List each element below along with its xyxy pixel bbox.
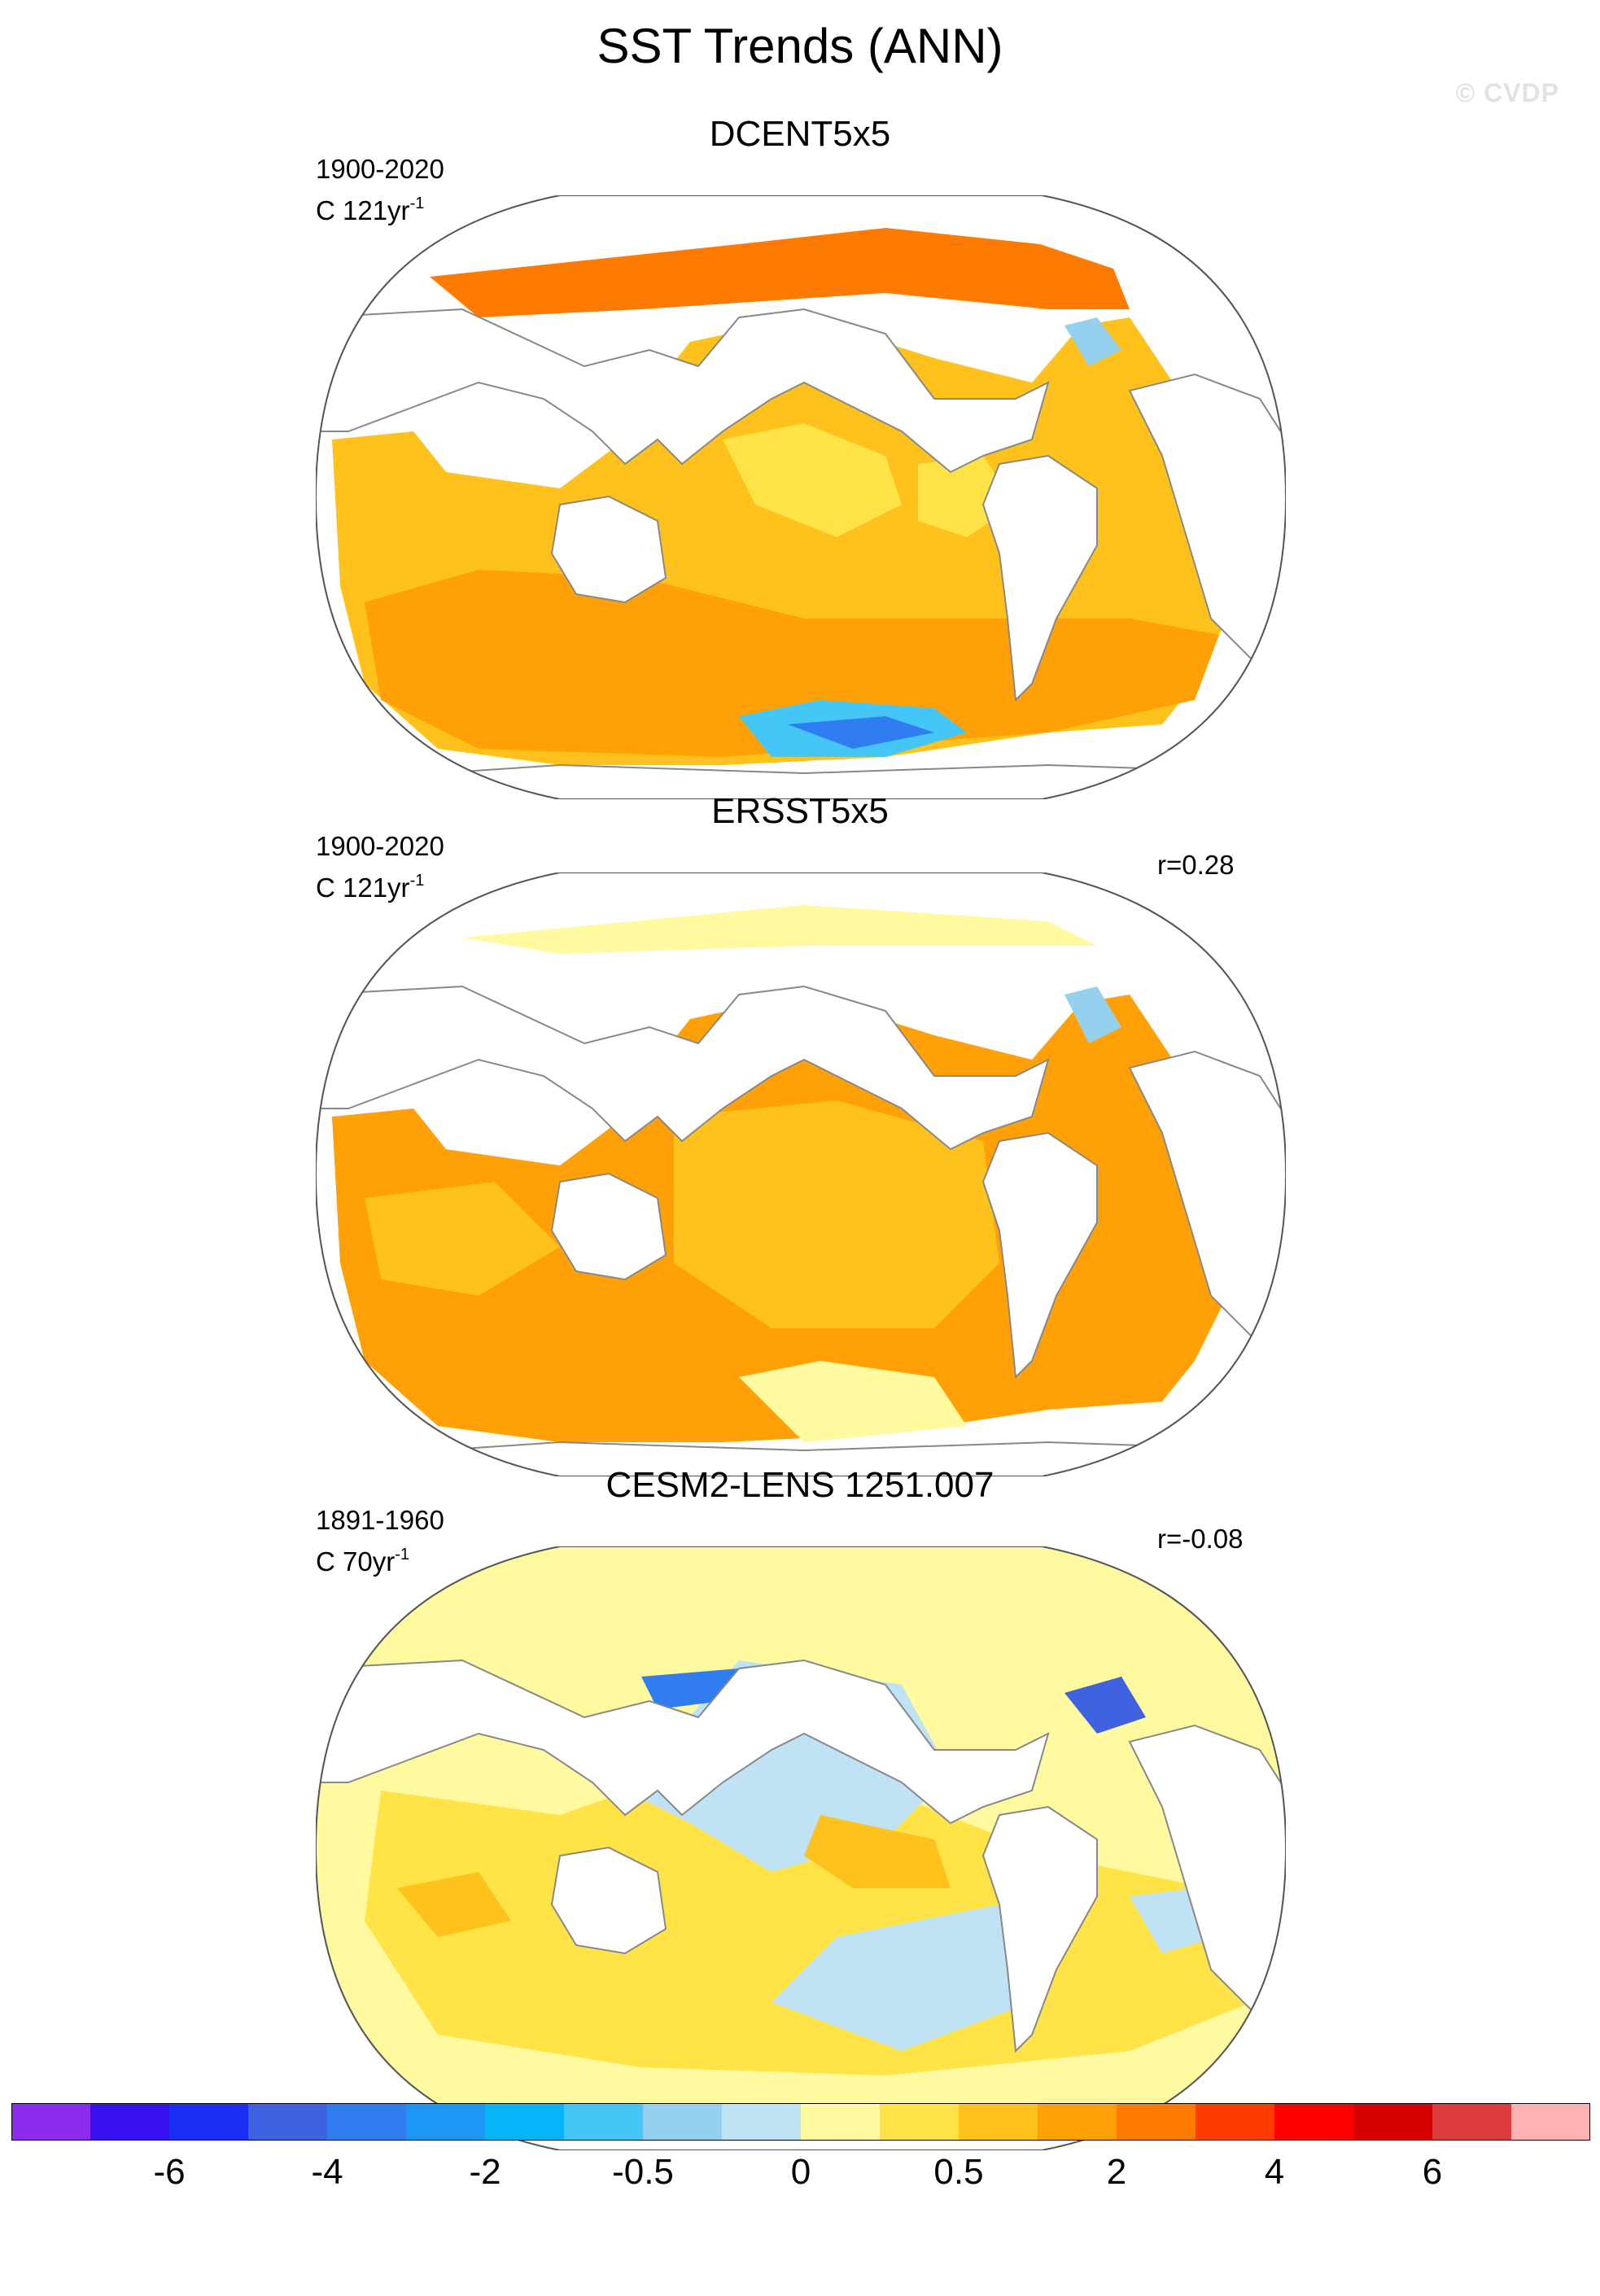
colorbar-swatch	[722, 2103, 802, 2141]
units-label: C 121yr-1	[316, 872, 425, 903]
colorbar-swatch	[169, 2103, 249, 2141]
sst-map-dcent	[316, 195, 1286, 799]
colorbar-swatch	[643, 2103, 723, 2141]
colorbar-swatch	[1353, 2103, 1433, 2141]
colorbar-swatch	[1432, 2103, 1512, 2141]
panel-cesm: CESM2-LENS 1251.007 1891-1960 C 70yr-1 r…	[0, 1465, 1600, 2150]
correlation-label: r=-0.08	[1157, 1524, 1244, 1554]
figure-title: SST Trends (ANN)	[597, 19, 1003, 73]
period-label: 1891-1960	[316, 1505, 444, 1535]
watermark-text: © CVDP	[1455, 78, 1559, 107]
panel-title: ERSST5x5	[711, 791, 889, 831]
panel-title: DCENT5x5	[709, 114, 891, 154]
colorbar-tick-label: 6	[1422, 2152, 1443, 2192]
colorbar-swatch	[880, 2103, 960, 2141]
colorbar-swatch	[801, 2103, 881, 2141]
colorbar-swatch	[564, 2103, 644, 2141]
colorbar-tick-label: -4	[311, 2152, 343, 2192]
colorbar-tick-label: 4	[1264, 2152, 1285, 2192]
panel-dcent: DCENT5x5 1900-2020 C 121yr-1	[0, 114, 1600, 799]
colorbar-swatch	[1511, 2103, 1590, 2141]
units-label: C 121yr-1	[316, 195, 425, 225]
colorbar-swatch	[327, 2103, 407, 2141]
colorbar-swatch	[485, 2103, 565, 2141]
colorbar-swatch	[1117, 2103, 1196, 2141]
colorbar-tick-label: 2	[1106, 2152, 1127, 2192]
panel-ersst: ERSST5x5 1900-2020 C 121yr-1 r=0.28	[0, 791, 1600, 1476]
colorbar-tick-label: 0	[790, 2152, 811, 2192]
colorbar-swatch	[959, 2103, 1038, 2141]
units-label: C 70yr-1	[316, 1546, 409, 1577]
colorbar-tick-label: -6	[153, 2152, 186, 2192]
panel-title: CESM2-LENS 1251.007	[605, 1465, 995, 1505]
sst-map-cesm	[316, 1546, 1286, 2150]
colorbar-swatch	[1038, 2103, 1117, 2141]
period-label: 1900-2020	[316, 831, 444, 861]
period-label: 1900-2020	[316, 154, 444, 184]
colorbar	[11, 2103, 1590, 2141]
sst-map-ersst	[316, 872, 1286, 1476]
colorbar-tick-label: -2	[469, 2152, 501, 2192]
colorbar-swatch	[11, 2103, 91, 2141]
correlation-label: r=0.28	[1157, 850, 1235, 880]
colorbar-swatch	[248, 2103, 328, 2141]
colorbar-swatch	[90, 2103, 170, 2141]
colorbar-swatch	[1274, 2103, 1354, 2141]
colorbar-swatch	[1196, 2103, 1275, 2141]
colorbar-tick-label: -0.5	[612, 2152, 674, 2192]
colorbar-tick-label: 0.5	[933, 2152, 984, 2192]
colorbar-swatch	[406, 2103, 486, 2141]
